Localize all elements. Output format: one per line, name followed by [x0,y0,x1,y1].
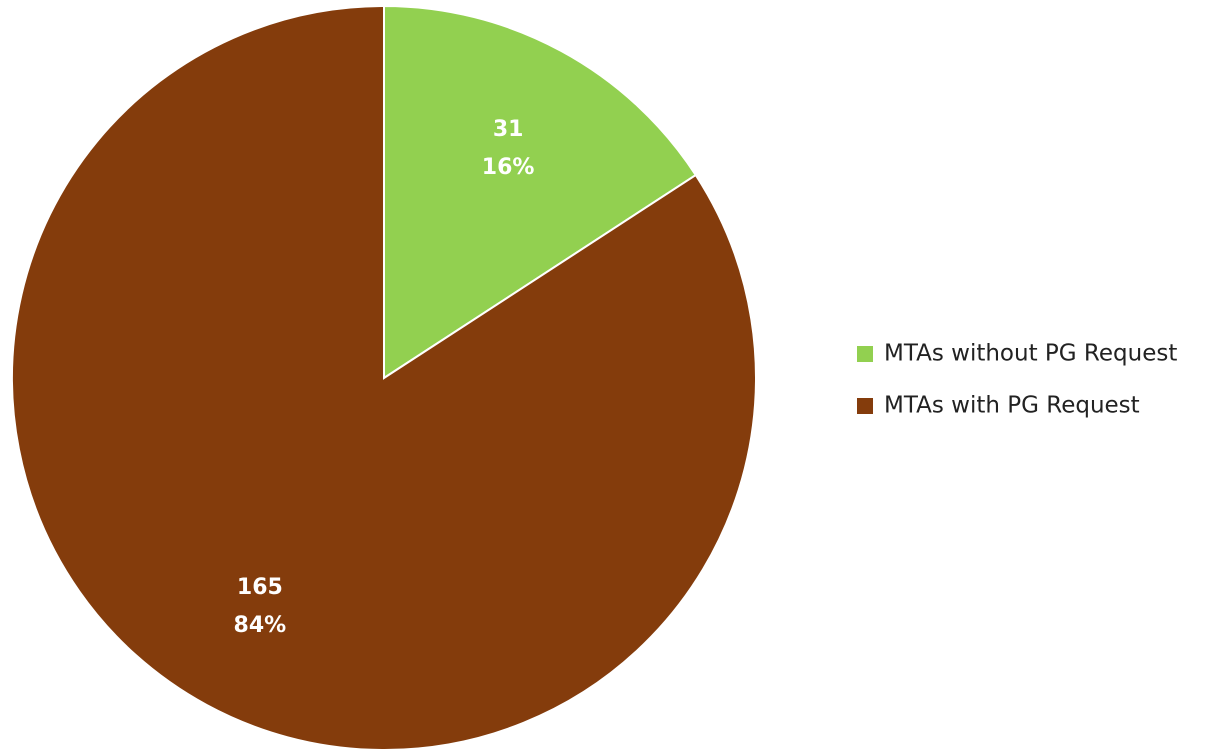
pie-slice [11,4,757,750]
data-label: 31 [493,117,524,142]
legend-swatch [857,398,873,414]
percent-label: 16% [482,155,535,180]
legend-swatch [857,346,873,362]
legend-label: MTAs with PG Request [884,393,1140,419]
pie-slice [383,4,698,380]
percent-label: 84% [234,613,287,638]
data-label: 165 [237,575,283,600]
legend-label: MTAs without PG Request [884,341,1177,367]
